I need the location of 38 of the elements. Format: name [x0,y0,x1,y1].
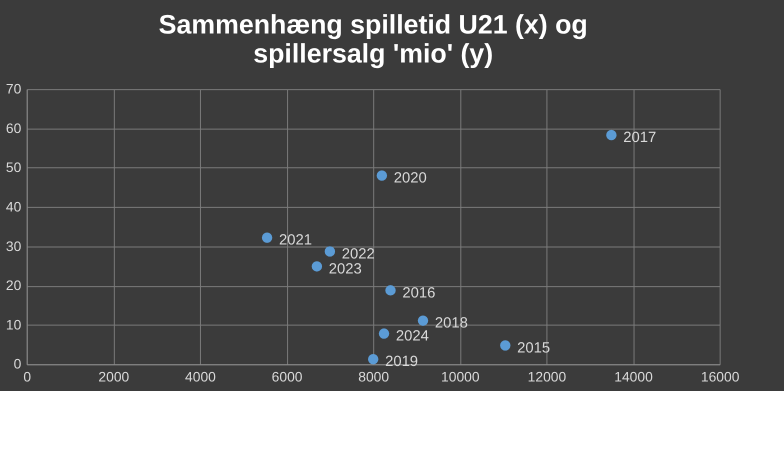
annotation: 2016 [402,285,436,302]
x-tick-label: 2000 [98,368,130,385]
annotation: 2021 [278,232,312,249]
point [262,232,272,243]
x-tick-label: 10000 [441,368,480,385]
point [385,285,396,296]
annotation: 2024 [396,328,429,345]
point [378,328,390,339]
y-tick-label: 70 [6,80,22,97]
point [500,340,510,351]
x-tick-label: 12000 [528,368,566,385]
x-tick-label: 16000 [700,368,740,385]
point [606,130,617,140]
x-tick-label: 6000 [272,368,303,385]
point [368,354,378,364]
y-tick-label: 0 [14,356,22,372]
y-tick-label: 40 [6,198,22,214]
annotation: 2020 [394,170,427,187]
annotation: 2015 [517,340,550,356]
x-tick-label: 4000 [185,368,216,385]
point [418,315,428,326]
annotation: 2019 [385,354,418,370]
text: Sammenhæng spilletid U21 (x) og [158,10,588,40]
point [376,170,388,181]
y-tick-label: 50 [6,159,22,176]
annotation: 2018 [434,316,468,332]
y-tick-label: 20 [6,277,22,294]
x-tick-label: 14000 [614,368,654,385]
text: spillersalg 'mio' (y) [253,38,494,68]
point [312,261,322,272]
annotation: 2017 [623,130,656,146]
annotation: 2022 [342,246,375,262]
annotation: 2023 [328,261,362,278]
point [324,246,336,257]
x-tick-label: 8000 [358,368,390,385]
y-tick-label: 60 [6,120,22,136]
y-tick-label: 10 [6,316,22,332]
y-tick-label: 30 [6,238,22,254]
